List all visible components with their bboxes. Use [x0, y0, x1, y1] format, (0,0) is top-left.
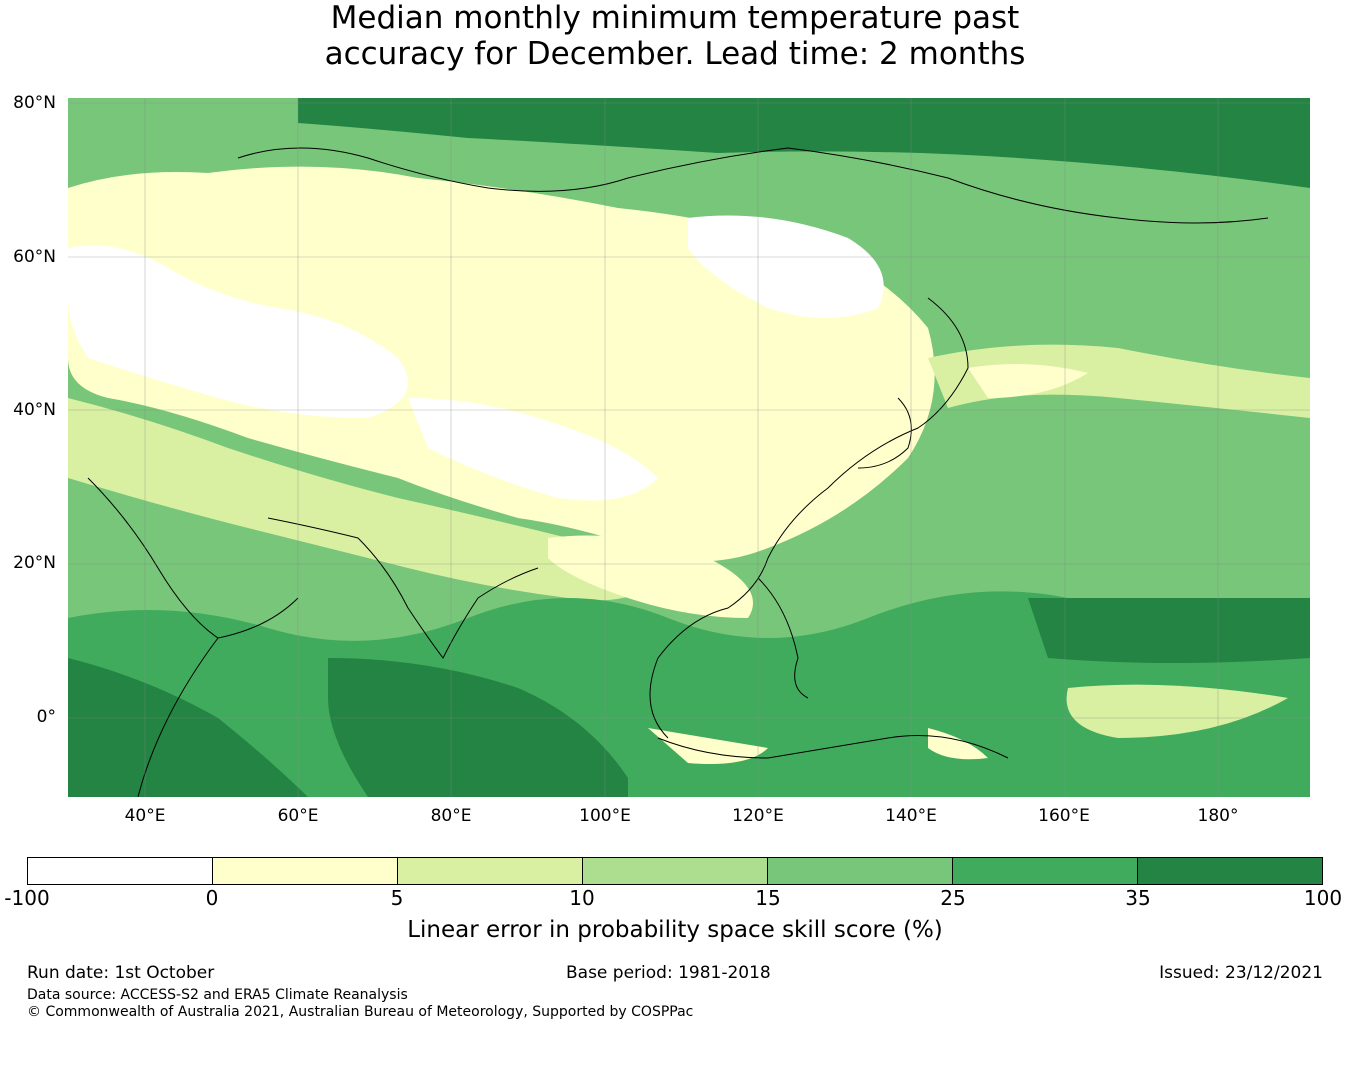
- colorbar-tick-label: -100: [4, 886, 50, 910]
- data-source: Data source: ACCESS-S2 and ERA5 Climate …: [27, 987, 408, 1003]
- lat-label-40n: 40°N: [13, 400, 56, 420]
- japan-coastline: [857, 397, 912, 469]
- arctic-coastline: [237, 147, 1269, 224]
- skill-score-map: [68, 98, 1310, 797]
- lat-label-0: 0°: [36, 707, 56, 727]
- central-asia-zero-skill-region: [408, 398, 658, 501]
- colorbar-label: Linear error in probability space skill …: [407, 917, 943, 943]
- arabia-coastline: [87, 477, 299, 639]
- colorbar-tick-label: 10: [569, 886, 595, 910]
- graticule: [68, 98, 1310, 797]
- north-pacific-transition-band: [928, 344, 1310, 418]
- indonesia-coastline: [657, 735, 1009, 759]
- colorbar-segment: [213, 858, 398, 884]
- west-siberia-zero-skill-region: [68, 245, 408, 418]
- lon-label-120e: 120°E: [732, 806, 784, 826]
- colorbar-tick-label: 25: [940, 886, 966, 910]
- colorbar-segment: [583, 858, 768, 884]
- colorbar-tick-label: 35: [1125, 886, 1151, 910]
- lon-label-180: 180°: [1197, 806, 1239, 826]
- colorbar-segment: [398, 858, 583, 884]
- lat-label-60n: 60°N: [13, 247, 56, 267]
- western-indian-ocean-dark-region: [68, 658, 308, 797]
- arctic-high-skill-region: [298, 98, 1310, 188]
- copyright: © Commonwealth of Australia 2021, Austra…: [27, 1004, 694, 1020]
- title-line-1: Median monthly minimum temperature past: [330, 0, 1020, 36]
- south-asia-coastline: [267, 517, 539, 659]
- mid-latitude-transition-band: [68, 398, 668, 601]
- lon-label-160e: 160°E: [1038, 806, 1090, 826]
- bay-of-bengal-dark-region: [328, 658, 628, 797]
- lon-label-100e: 100°E: [579, 806, 631, 826]
- colorbar-segment: [953, 858, 1138, 884]
- colorbar-tick-label: 15: [755, 886, 781, 910]
- colorbar-tick-label: 5: [390, 886, 404, 910]
- issued-date: Issued: 23/12/2021: [1159, 963, 1323, 983]
- north-pacific-low-skill-patch: [968, 364, 1088, 398]
- colorbar: [27, 857, 1323, 885]
- south-china-low-skill-patch: [548, 535, 753, 618]
- lon-label-40e: 40°E: [124, 806, 166, 826]
- colorbar-segment: [1138, 858, 1322, 884]
- run-date: Run date: 1st October: [27, 963, 215, 983]
- central-pacific-pale-region: [1066, 684, 1288, 738]
- title-line-2: accuracy for December. Lead time: 2 mont…: [324, 36, 1026, 72]
- western-pacific-dark-region: [1028, 598, 1310, 663]
- java-low-skill-patch: [648, 728, 768, 764]
- east-siberia-zero-skill-region: [688, 215, 884, 318]
- colorbar-tick-label: 100: [1303, 886, 1343, 910]
- base-period: Base period: 1981-2018: [566, 963, 771, 983]
- chart-title: Median monthly minimum temperature past …: [0, 0, 1350, 72]
- philippines-coastline: [757, 577, 809, 699]
- new-guinea-low-skill-patch: [928, 728, 988, 760]
- lon-label-60e: 60°E: [277, 806, 319, 826]
- colorbar-segment: [28, 858, 213, 884]
- lat-label-80n: 80°N: [13, 93, 56, 113]
- lon-label-80e: 80°E: [430, 806, 472, 826]
- lat-label-20n: 20°N: [13, 553, 56, 573]
- colorbar-tick-label: 0: [205, 886, 219, 910]
- lon-label-140e: 140°E: [885, 806, 937, 826]
- east-asia-coastline: [649, 297, 969, 739]
- colorbar-segment: [768, 858, 953, 884]
